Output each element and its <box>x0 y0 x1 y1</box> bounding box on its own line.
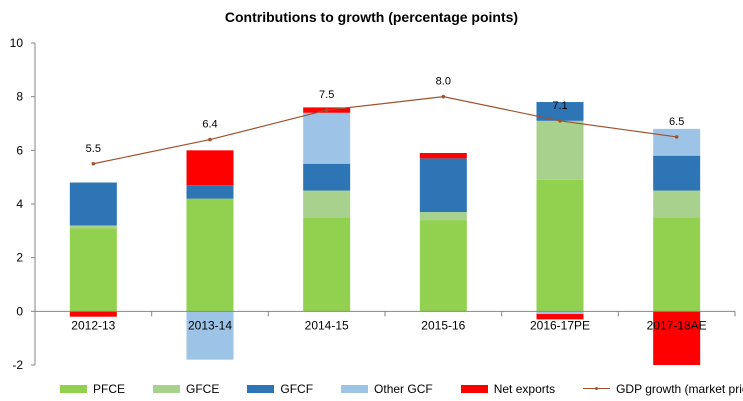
bar-gfce <box>69 225 117 229</box>
bar-pfce <box>303 217 351 312</box>
legend-swatch <box>60 385 87 393</box>
gdp-growth-line <box>93 96 677 165</box>
gdp-growth-data-label: 6.4 <box>202 119 217 131</box>
legend: PFCE GFCE GFCF Other GCF Net exports GDP grow… <box>60 380 743 398</box>
bar-other-gcf <box>536 311 584 315</box>
y-tick-label: -2 <box>12 358 23 372</box>
bar-gfce <box>303 190 351 218</box>
legend-label: Net exports <box>493 382 556 396</box>
legend-item: Net exports <box>460 382 556 396</box>
legend-item: GFCF <box>247 382 313 396</box>
y-tick-label: 2 <box>16 251 23 265</box>
x-tick-label: 2012-13 <box>71 318 115 332</box>
bar-net-exports <box>653 311 701 365</box>
gdp-growth-point <box>558 119 562 123</box>
legend-swatch <box>153 385 181 393</box>
bar-net-exports <box>186 150 234 186</box>
legend-line-swatch <box>583 385 611 393</box>
gdp-growth-data-label: 8.0 <box>436 76 451 88</box>
gdp-growth-data-label: 5.5 <box>86 143 101 155</box>
label-layer: 2012-13 2013-14 2014-15 2015-16 2016-17PE 201… <box>71 76 706 333</box>
legend-item: GDP growth (market prices) <box>583 382 743 396</box>
y-tick-label: 8 <box>16 90 23 104</box>
bar-pfce <box>536 179 584 312</box>
bar-pfce <box>419 220 467 312</box>
gdp-growth-data-label: 7.1 <box>552 100 567 112</box>
bar-pfce <box>186 198 234 312</box>
bar-gfcf <box>303 163 351 191</box>
bar-gfcf <box>653 155 701 191</box>
y-tick-label: 10 <box>10 36 24 50</box>
y-tick-label: 6 <box>16 143 23 157</box>
bar-gfcf <box>536 102 584 121</box>
x-tick-label: 2016-17PE <box>530 318 590 332</box>
legend-item: GFCE <box>153 382 219 396</box>
bar-gfcf <box>186 185 234 199</box>
bar-layer <box>69 102 701 365</box>
bar-gfcf <box>419 158 467 213</box>
bar-gfcf <box>69 182 117 226</box>
legend-label: GDP growth (market prices) <box>616 382 743 396</box>
legend-label: PFCE <box>93 382 126 396</box>
bar-net-exports <box>69 311 117 317</box>
line-layer <box>91 94 679 166</box>
legend-swatch <box>341 385 369 393</box>
axes-layer: -2 0 2 4 6 8 10 <box>10 36 736 372</box>
y-tick-label: 0 <box>16 304 23 318</box>
bar-gfce <box>536 120 584 180</box>
gdp-growth-point <box>208 137 212 142</box>
x-tick-label: 2013-14 <box>188 318 232 332</box>
bar-other-gcf <box>653 128 701 156</box>
x-tick-label: 2015-16 <box>421 318 465 332</box>
legend-label: GFCF <box>280 382 314 396</box>
bar-other-gcf <box>186 311 234 360</box>
legend-item: Other GCF <box>341 382 433 396</box>
bar-net-exports <box>419 153 467 159</box>
legend-label: GFCE <box>186 382 220 396</box>
y-tick-label: 4 <box>16 197 23 211</box>
gdp-growth-point <box>324 108 329 112</box>
legend-label: Other GCF <box>374 382 433 396</box>
legend-swatch <box>460 385 488 393</box>
chart-title: Contributions to growth (percentage poin… <box>224 9 519 25</box>
bar-gfce <box>653 190 701 218</box>
x-tick-label: 2014-15 <box>305 318 349 332</box>
legend-swatch <box>247 385 275 393</box>
gdp-growth-point <box>674 135 679 139</box>
gdp-growth-data-label: 7.5 <box>319 89 334 101</box>
legend-item: PFCE <box>60 382 125 396</box>
gdp-growth-point <box>441 94 446 99</box>
bar-net-exports <box>536 314 584 320</box>
bar-pfce <box>653 217 701 312</box>
bar-gfce <box>419 212 467 221</box>
bar-pfce <box>69 228 117 312</box>
bar-other-gcf <box>303 112 351 164</box>
gdp-growth-point <box>91 161 96 166</box>
x-tick-label: 2017-18AE <box>647 318 707 332</box>
gdp-growth-data-label: 6.5 <box>669 116 684 128</box>
